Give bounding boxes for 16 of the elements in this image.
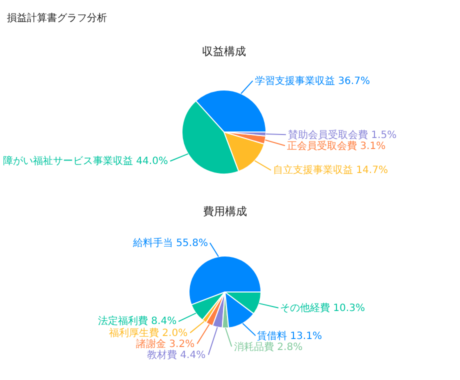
slice-label: 福利厚生費 2.0%	[109, 327, 188, 339]
slice-label: 賃借料 13.1%	[257, 330, 322, 342]
chart-title: 費用構成	[203, 205, 247, 218]
slice-label: 学習支援事業収益 36.7%	[255, 75, 370, 87]
slice-label: 法定福利費 8.4%	[98, 315, 177, 327]
slice-label: 教材費 4.4%	[147, 349, 206, 361]
slice-label: 自立支援事業収益 14.7%	[273, 164, 388, 176]
chart-title: 収益構成	[202, 45, 246, 58]
slice-label: 賛助会員受取会費 1.5%	[288, 129, 397, 141]
slice-label: 給料手当 55.8%	[132, 237, 208, 249]
text: 損益計算書グラフ分析	[7, 12, 107, 24]
slice-label: その他経費 10.3%	[280, 302, 365, 314]
slice-label: 諸謝金 3.2%	[136, 338, 195, 350]
slice-label: 消耗品費 2.8%	[234, 341, 303, 353]
slice-label: 正会員受取会費 3.1%	[287, 140, 386, 152]
slice-label: 障がい福祉サービス事業収益 44.0%	[3, 155, 168, 167]
